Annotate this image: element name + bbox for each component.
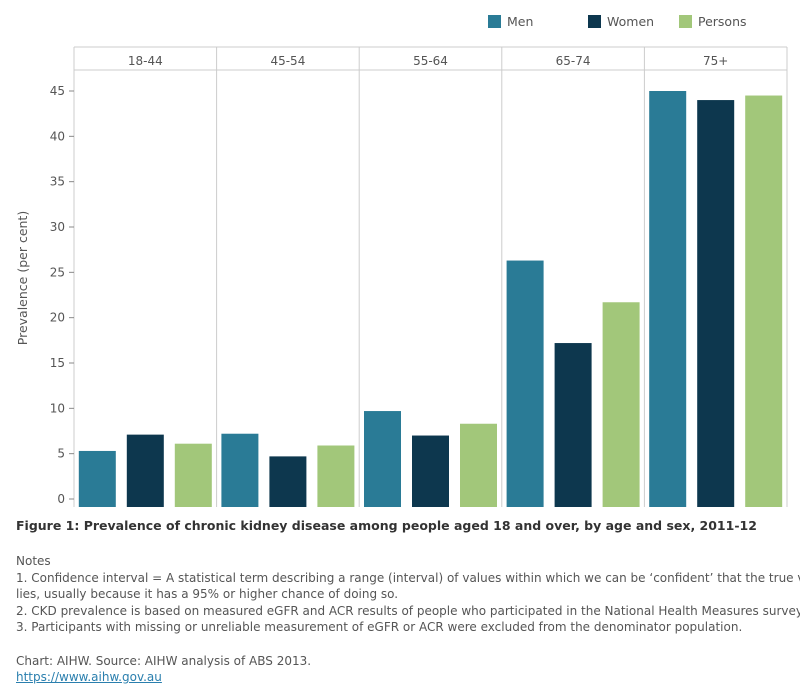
legend-item-persons[interactable]: Persons bbox=[679, 14, 747, 29]
y-tick-label: 30 bbox=[50, 220, 65, 234]
facet-label-3: 65-74 bbox=[556, 54, 591, 68]
facet-label-2: 55-64 bbox=[413, 54, 448, 68]
y-tick-label: 5 bbox=[57, 447, 65, 461]
y-tick-label: 25 bbox=[50, 265, 65, 279]
bar-persons-18-44 bbox=[174, 443, 212, 507]
y-tick-label: 15 bbox=[50, 356, 65, 370]
chart-area: 18-44 45-54 55-64 65-74 75+ 0 5 10 15 20 25 30 35 40… bbox=[15, 46, 788, 508]
facet-label-1: 45-54 bbox=[270, 54, 305, 68]
bar-men-75+ bbox=[649, 91, 687, 507]
notes-heading: Notes bbox=[16, 554, 51, 568]
note-line-3: 2. CKD prevalence is based on measured e… bbox=[16, 603, 800, 618]
bar-persons-55-64 bbox=[460, 423, 497, 507]
bar-layer bbox=[78, 91, 783, 508]
legend-swatch-persons bbox=[679, 15, 692, 28]
bar-men-18-44 bbox=[78, 450, 116, 507]
facet-layer: 18-44 45-54 55-64 65-74 75+ bbox=[73, 46, 788, 507]
bar-persons-65-74 bbox=[602, 302, 640, 507]
source-block: Chart: AIHW. Source: AIHW analysis of AB… bbox=[16, 653, 311, 685]
bar-men-55-64 bbox=[364, 411, 401, 507]
y-tick-label: 0 bbox=[57, 492, 65, 506]
bar-women-75+ bbox=[697, 100, 735, 508]
y-axis-label: Prevalence (per cent) bbox=[15, 211, 30, 345]
bar-women-55-64 bbox=[412, 435, 449, 507]
bar-persons-75+ bbox=[745, 95, 783, 508]
y-tick-label: 10 bbox=[50, 401, 65, 415]
legend-item-men[interactable]: Men bbox=[488, 14, 533, 29]
y-tick-label: 45 bbox=[50, 84, 65, 98]
source-text: Chart: AIHW. Source: AIHW analysis of AB… bbox=[16, 654, 312, 668]
note-line-2: lies, usually because it has a 95% or hi… bbox=[16, 587, 399, 602]
bar-men-45-54 bbox=[221, 433, 259, 507]
bar-men-65-74 bbox=[506, 260, 544, 507]
note-line-4: 3. Participants with missing or unreliab… bbox=[16, 620, 743, 635]
notes: Notes 1. Confidence interval = A statist… bbox=[16, 553, 800, 636]
legend-item-women[interactable]: Women bbox=[588, 14, 654, 29]
bar-women-45-54 bbox=[269, 456, 307, 507]
legend-label-women: Women bbox=[607, 14, 655, 29]
legend-swatch-women bbox=[588, 15, 601, 28]
bar-women-18-44 bbox=[126, 434, 164, 507]
bar-women-65-74 bbox=[554, 343, 592, 507]
facet-label-0: 18-44 bbox=[128, 54, 163, 68]
source-link[interactable]: https://www.aihw.gov.au bbox=[16, 670, 162, 684]
facet-label-4: 75+ bbox=[703, 54, 728, 68]
legend-label-persons: Persons bbox=[698, 14, 747, 29]
legend-swatch-men bbox=[488, 15, 501, 28]
y-tick-label: 20 bbox=[50, 311, 65, 325]
bar-persons-45-54 bbox=[317, 445, 355, 507]
figure-caption: Figure 1: Prevalence of chronic kidney d… bbox=[16, 518, 757, 533]
y-axis: 0 5 10 15 20 25 30 35 40 45 bbox=[50, 84, 74, 506]
note-line-1: 1. Confidence interval = A statistical t… bbox=[16, 570, 800, 585]
y-tick-label: 40 bbox=[50, 129, 65, 143]
y-tick-label: 35 bbox=[50, 175, 65, 189]
legend-label-men: Men bbox=[507, 14, 534, 29]
